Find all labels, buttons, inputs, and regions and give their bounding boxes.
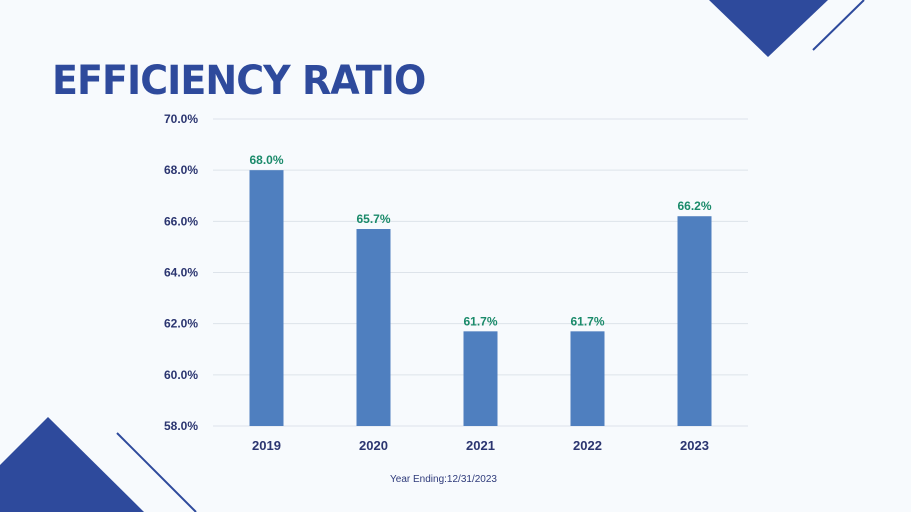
x-tick-label: 2023 (680, 438, 709, 453)
page-title: EFFICIENCY RATIO (52, 58, 426, 104)
top-right-line (812, 0, 865, 51)
bottom-left-line (116, 432, 197, 512)
data-label: 66.2% (677, 199, 711, 213)
bottom-left-triangle (0, 417, 144, 512)
bar-2023 (677, 216, 712, 426)
y-tick-label: 68.0% (164, 163, 198, 177)
data-label: 68.0% (249, 153, 283, 167)
x-tick-label: 2022 (573, 438, 602, 453)
data-label: 61.7% (463, 314, 497, 328)
x-tick-label: 2021 (466, 438, 495, 453)
top-right-triangle (709, 0, 828, 57)
y-tick-label: 70.0% (164, 112, 198, 126)
bar-2020 (356, 229, 391, 426)
footnote: Year Ending:12/31/2023 (390, 474, 497, 485)
bar-2019 (249, 170, 284, 426)
y-tick-label: 62.0% (164, 317, 198, 331)
y-tick-label: 66.0% (164, 214, 198, 228)
bar-2021 (463, 331, 498, 426)
bar-2022 (570, 331, 605, 426)
y-tick-label: 60.0% (164, 368, 198, 382)
data-label: 61.7% (570, 314, 604, 328)
data-label: 65.7% (356, 212, 390, 226)
x-tick-label: 2019 (252, 438, 281, 453)
y-tick-label: 64.0% (164, 266, 198, 280)
x-tick-label: 2020 (359, 438, 388, 453)
y-tick-label: 58.0% (164, 419, 198, 433)
